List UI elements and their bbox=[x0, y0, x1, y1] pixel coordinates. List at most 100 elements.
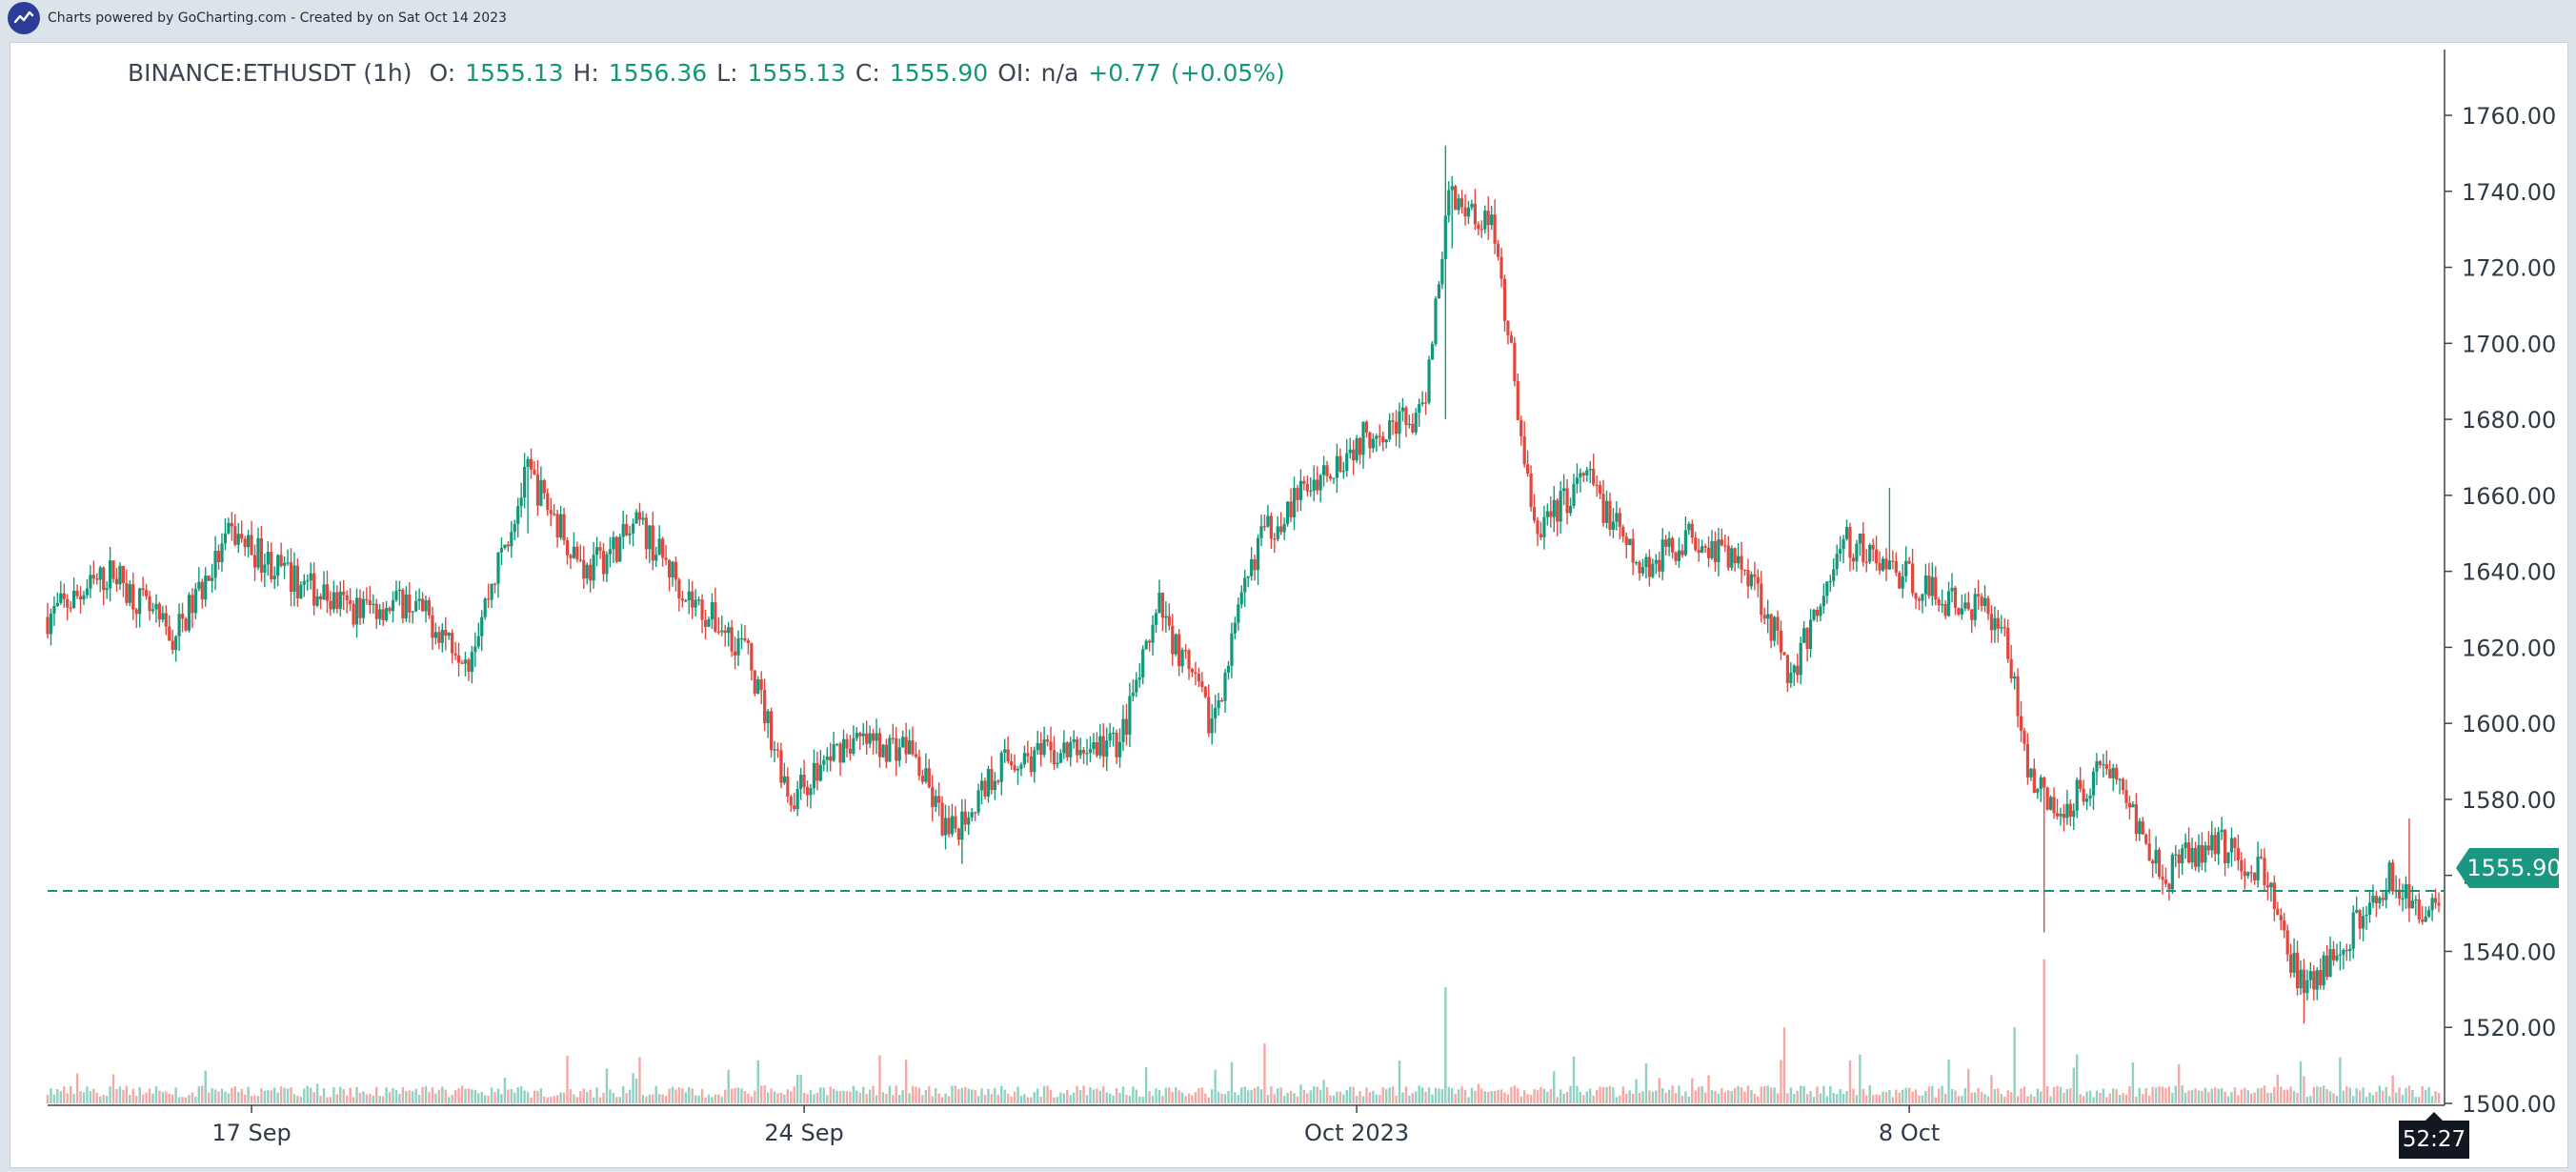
candle-body bbox=[46, 616, 50, 635]
volume-bar bbox=[845, 1091, 849, 1103]
volume-bar bbox=[783, 1094, 786, 1103]
volume-bar bbox=[934, 1087, 937, 1103]
candle-body bbox=[601, 551, 606, 575]
volume-bar bbox=[513, 1092, 516, 1103]
candle-body bbox=[1062, 742, 1066, 754]
candle-body bbox=[266, 552, 270, 565]
volume-bar bbox=[1240, 1087, 1243, 1103]
volume-bar bbox=[2283, 1089, 2285, 1103]
volume-bar bbox=[1865, 1095, 1868, 1103]
candle-body bbox=[716, 631, 720, 634]
volume-bar bbox=[50, 1088, 52, 1103]
candle-body bbox=[391, 599, 395, 612]
candle-body bbox=[562, 514, 566, 541]
close-value: 1555.90 bbox=[889, 59, 989, 87]
candle-body bbox=[141, 588, 145, 591]
volume-bar bbox=[849, 1091, 852, 1103]
candle-body bbox=[302, 581, 306, 585]
volume-bar bbox=[550, 1097, 553, 1103]
candle-body bbox=[1036, 742, 1039, 751]
volume-bar bbox=[1474, 1090, 1477, 1103]
candle-body bbox=[671, 561, 674, 578]
candle-body bbox=[259, 537, 264, 574]
volume-bar bbox=[260, 1088, 263, 1103]
volume-bar bbox=[806, 1094, 809, 1103]
candle-body bbox=[2029, 768, 2033, 778]
candle-body bbox=[516, 506, 520, 524]
volume-bar bbox=[1730, 1091, 1733, 1103]
candle-body bbox=[1483, 211, 1487, 230]
volume-bar bbox=[448, 1097, 451, 1103]
volume-bar bbox=[204, 1070, 207, 1103]
candle-body bbox=[1200, 681, 1204, 687]
candle-body bbox=[1411, 423, 1415, 433]
candle-body bbox=[2335, 955, 2339, 960]
volume-bar bbox=[1947, 1059, 1950, 1103]
candle-body bbox=[1391, 420, 1395, 422]
chart-panel[interactable] bbox=[10, 42, 2568, 1168]
volume-bar bbox=[1513, 1085, 1517, 1103]
volume-bar bbox=[553, 1096, 555, 1103]
volume-bar bbox=[1164, 1087, 1168, 1103]
volume-bar bbox=[1313, 1086, 1316, 1103]
volume-bar bbox=[523, 1090, 526, 1103]
candle-body bbox=[2312, 971, 2316, 990]
candle-body bbox=[775, 749, 780, 751]
candle-body bbox=[2072, 810, 2076, 818]
candle-body bbox=[1233, 622, 1237, 634]
candle-body bbox=[2391, 862, 2395, 892]
y-tick-label: 1700.00 bbox=[2462, 331, 2556, 357]
candle-body bbox=[2124, 790, 2128, 803]
candle-body bbox=[641, 517, 645, 520]
candle-body bbox=[78, 596, 83, 600]
x-tick-label: 8 Oct bbox=[1879, 1120, 1940, 1146]
volume-bar bbox=[684, 1092, 687, 1103]
candle-body bbox=[674, 561, 678, 580]
candle-body bbox=[184, 618, 188, 631]
candle-body bbox=[2163, 879, 2168, 884]
candle-body bbox=[2279, 915, 2283, 920]
candle-body bbox=[1884, 558, 1888, 570]
candle-body bbox=[1868, 544, 1872, 562]
volume-bar bbox=[1717, 1093, 1721, 1103]
candle-body bbox=[417, 598, 421, 601]
candle-body bbox=[999, 752, 1003, 782]
y-tick-label: 1640.00 bbox=[2462, 559, 2556, 586]
candle-body bbox=[1328, 475, 1333, 479]
candle-body bbox=[2433, 898, 2438, 903]
candle-body bbox=[1963, 602, 1967, 609]
volume-bar bbox=[766, 1092, 770, 1103]
candle-body bbox=[1894, 560, 1898, 574]
volume-bar bbox=[1072, 1092, 1076, 1103]
candle-body bbox=[451, 633, 454, 654]
candle-body bbox=[2147, 843, 2151, 861]
candle-body bbox=[1881, 558, 1885, 571]
volume-bar bbox=[2378, 1085, 2382, 1103]
candle-body bbox=[1858, 534, 1862, 544]
volume-bar bbox=[1694, 1090, 1697, 1103]
volume-bar bbox=[1503, 1092, 1506, 1103]
candle-body bbox=[490, 583, 493, 600]
candle-body bbox=[1177, 634, 1181, 667]
candle-body bbox=[2118, 778, 2122, 780]
volume-bar bbox=[2016, 1096, 2020, 1103]
volume-bar bbox=[1517, 1087, 1519, 1103]
volume-bar bbox=[2230, 1091, 2233, 1103]
candle-body bbox=[2378, 898, 2382, 903]
volume-bar bbox=[207, 1092, 211, 1103]
candle-body bbox=[523, 467, 527, 498]
candle-body bbox=[1420, 402, 1424, 405]
volume-bar bbox=[1721, 1087, 1723, 1103]
volume-bar bbox=[1102, 1086, 1105, 1103]
volume-bar bbox=[770, 1088, 773, 1103]
candle-body bbox=[312, 573, 316, 606]
volume-bar bbox=[595, 1087, 598, 1103]
volume-bar bbox=[201, 1085, 204, 1103]
candle-body bbox=[404, 594, 408, 619]
candle-body bbox=[1980, 596, 1983, 607]
candle-body bbox=[394, 591, 398, 600]
volume-bar bbox=[1816, 1086, 1819, 1103]
candle-body bbox=[2055, 813, 2060, 817]
volume-bar bbox=[1750, 1089, 1753, 1103]
